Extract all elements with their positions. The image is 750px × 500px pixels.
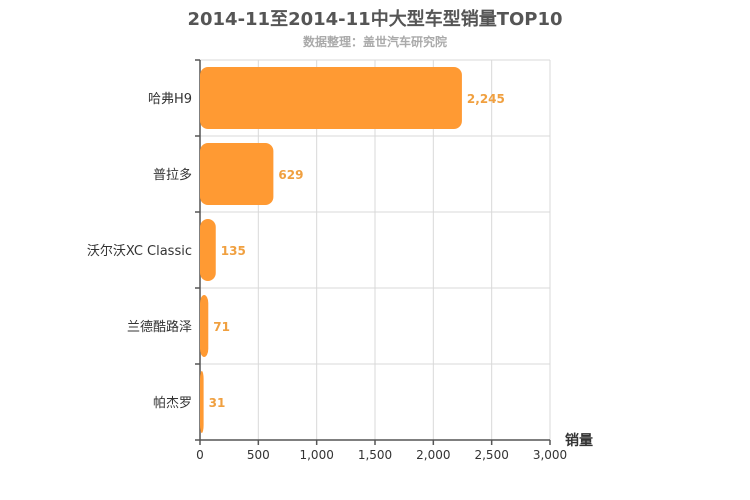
y-category-label: 沃尔沃XC Classic <box>87 244 192 259</box>
y-category-label: 帕杰罗 <box>153 396 192 411</box>
x-tick-label: 1,500 <box>358 448 392 462</box>
bar <box>200 143 274 205</box>
bar-value-label: 31 <box>209 396 226 410</box>
chart-title: 2014-11至2014-11中大型车型销量TOP10 <box>187 9 563 30</box>
y-category-label: 普拉多 <box>153 167 192 183</box>
chart-subtitle: 数据整理：盖世汽车研究院 <box>302 35 447 49</box>
bar <box>200 219 216 281</box>
x-tick-label: 1,000 <box>299 448 333 462</box>
bar <box>200 295 209 357</box>
x-axis-label: 销量 <box>565 432 593 449</box>
bar <box>200 371 204 433</box>
y-category-label: 哈弗H9 <box>148 92 192 107</box>
bar-value-label: 135 <box>221 244 246 258</box>
bar <box>200 67 462 129</box>
x-tick-label: 0 <box>196 448 204 462</box>
x-tick-label: 2,000 <box>416 448 450 462</box>
bar-value-label: 629 <box>278 168 303 182</box>
y-category-label: 兰德酷路泽 <box>127 319 192 335</box>
bar-value-label: 2,245 <box>467 92 505 106</box>
x-tick-label: 2,500 <box>474 448 508 462</box>
bar-value-label: 71 <box>213 320 230 334</box>
x-tick-label: 3,000 <box>533 448 567 462</box>
x-tick-label: 500 <box>247 448 270 462</box>
